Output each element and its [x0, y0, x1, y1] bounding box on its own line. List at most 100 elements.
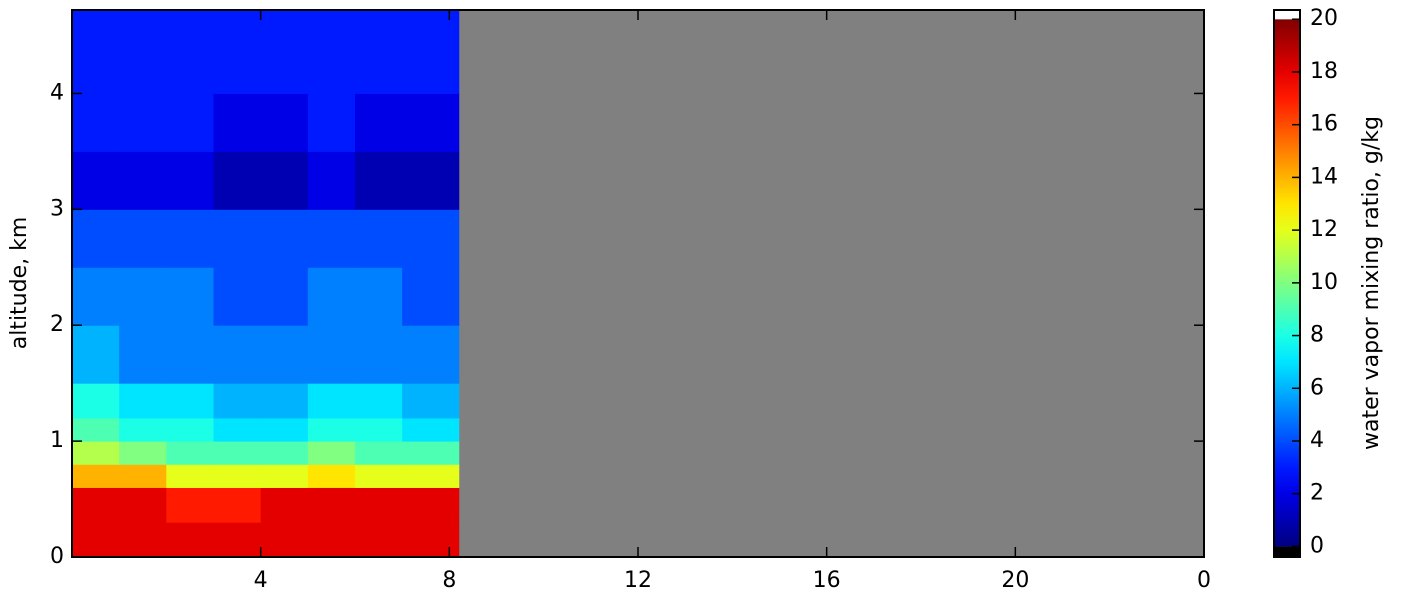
colorbar-tick-label: 20 [1310, 6, 1338, 31]
colorbar-tick-label: 18 [1310, 59, 1338, 84]
heatmap-cell [166, 522, 214, 558]
heatmap-cell [402, 383, 460, 419]
heatmap-cell [402, 487, 460, 523]
colorbar-tick-label: 8 [1310, 323, 1324, 348]
heatmap-cell [355, 209, 403, 268]
heatmap-cell [260, 325, 309, 384]
heatmap-cell [213, 325, 262, 384]
heatmap-cell [119, 487, 167, 523]
heatmap-cell [307, 464, 356, 488]
heatmap-cell [72, 487, 120, 523]
heatmap-cell [72, 93, 120, 152]
colorbar-tick-label: 4 [1310, 428, 1324, 453]
heatmap-cell [260, 383, 309, 419]
heatmap-cell [213, 383, 262, 419]
heatmap-cell [166, 151, 214, 210]
x-tick-label: 12 [624, 568, 652, 593]
heatmap-cell [119, 441, 167, 465]
colorbar-tick-label: 0 [1310, 533, 1324, 558]
heatmap-cell [402, 10, 460, 94]
heatmap-cell [355, 383, 403, 419]
y-tick-label: 0 [50, 544, 64, 569]
heatmap-cell [307, 151, 356, 210]
heatmap-cell [166, 209, 214, 268]
heatmap-cell [166, 487, 214, 523]
heatmap-cell [307, 93, 356, 152]
heatmap-cell [166, 441, 214, 465]
y-axis-label: altitude, km [7, 217, 32, 350]
heatmap-cell [355, 464, 403, 488]
heatmap-cell [307, 267, 356, 326]
heatmap-cell [307, 10, 356, 94]
heatmap-cell [355, 151, 403, 210]
heatmap-cell [166, 93, 214, 152]
heatmap-cell [119, 522, 167, 558]
y-tick-label: 2 [50, 312, 64, 337]
heatmap-cell [72, 441, 120, 465]
heatmap-cell [260, 93, 309, 152]
colorbar-under [1274, 546, 1300, 557]
heatmap-cell [213, 151, 262, 210]
heatmap-cell [72, 464, 120, 488]
colorbar-tick-label: 10 [1310, 270, 1338, 295]
heatmap-cell [119, 209, 167, 268]
colorbar-tick-label: 6 [1310, 375, 1324, 400]
heatmap-cell [402, 267, 460, 326]
heatmap-cell [72, 10, 120, 94]
heatmap-cell [119, 417, 167, 442]
heatmap-cell [355, 417, 403, 442]
heatmap-cell [72, 383, 120, 419]
heatmap-cell [307, 209, 356, 268]
heatmap-cell [119, 10, 167, 94]
heatmap-cell [307, 325, 356, 384]
heatmap-cell [72, 209, 120, 268]
heatmap-cell [119, 383, 167, 419]
colorbar-label: water vapor mixing ratio, g/kg [1359, 116, 1384, 450]
heatmap-cell [307, 441, 356, 465]
heatmap-cell [402, 417, 460, 442]
heatmap-cell [72, 522, 120, 558]
heatmap-cell [213, 267, 262, 326]
heatmap-cell [213, 209, 262, 268]
heatmap-cell [72, 325, 120, 384]
heatmap-cell [119, 267, 167, 326]
heatmap-cell [213, 487, 262, 523]
heatmap-cell [119, 464, 167, 488]
heatmap-cell [402, 325, 460, 384]
heatmap-cell [166, 267, 214, 326]
heatmap-cell [166, 417, 214, 442]
x-tick-label: 16 [813, 568, 841, 593]
heatmap-cell [213, 93, 262, 152]
heatmap-cell [355, 441, 403, 465]
colorbar-over [1274, 10, 1300, 20]
heatmap-cell [402, 464, 460, 488]
heatmap-cell [402, 151, 460, 210]
heatmap-cell [355, 487, 403, 523]
heatmap-cell [72, 417, 120, 442]
heatmap-cell [260, 10, 309, 94]
colorbar-tick-label: 12 [1310, 217, 1338, 242]
heatmap-cell [213, 10, 262, 94]
heatmap-cell [166, 464, 214, 488]
heatmap-cell [260, 441, 309, 465]
heatmap-cell [402, 441, 460, 465]
heatmap-cell [355, 325, 403, 384]
heatmap-cell [355, 10, 403, 94]
heatmap-cell [213, 441, 262, 465]
y-tick-label: 4 [50, 80, 64, 105]
heatmap-cell [260, 151, 309, 210]
heatmap-cell [260, 487, 309, 523]
heatmap-cell [402, 522, 460, 558]
heatmap-cell [307, 383, 356, 419]
heatmap-cell [355, 93, 403, 152]
colorbar-tick-label: 14 [1310, 164, 1338, 189]
heatmap-cell [260, 522, 309, 558]
heatmap-cell [119, 325, 167, 384]
heatmap-cell [402, 93, 460, 152]
heatmap-cell [355, 267, 403, 326]
heatmap-cell [355, 522, 403, 558]
heatmap-cell [119, 151, 167, 210]
heatmap-cell [260, 209, 309, 268]
heatmap-cell [307, 487, 356, 523]
